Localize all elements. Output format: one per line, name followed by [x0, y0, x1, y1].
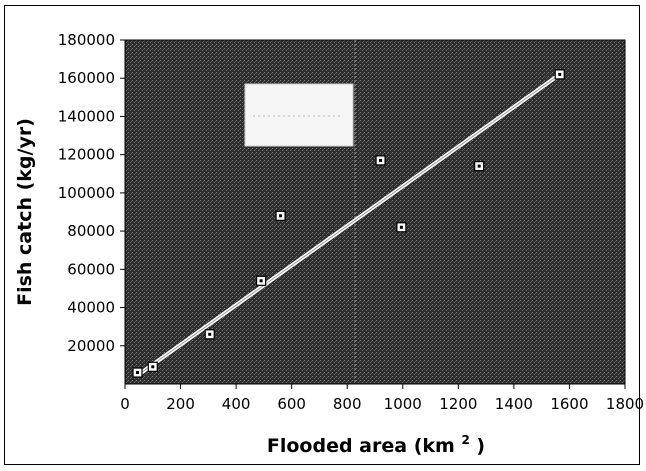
x-tick-label: 800 [333, 395, 362, 413]
data-point [554, 69, 565, 80]
x-tick-label: 0 [120, 395, 130, 413]
y-tick-label: 100000 [58, 184, 115, 202]
y-tick-label: 120000 [58, 146, 115, 164]
x-axis-title-suffix: ) [476, 435, 485, 457]
x-tick-label: 600 [277, 395, 306, 413]
data-point [256, 275, 267, 286]
x-tick-label: 1800 [606, 395, 644, 413]
data-point-center [379, 158, 383, 162]
y-tick-label: 20000 [67, 337, 115, 355]
y-tick-label: 160000 [58, 69, 115, 87]
y-tick-label: 180000 [58, 31, 115, 49]
x-tick-label: 1000 [384, 395, 422, 413]
trendline-core [135, 73, 561, 377]
x-tick-label: 1200 [439, 395, 477, 413]
y-axis-title: Fish catch (kg/yr) [14, 118, 36, 306]
data-point-center [136, 371, 139, 375]
data-point [375, 155, 386, 166]
marks-layer [132, 69, 565, 378]
y-tick-label: 40000 [67, 299, 115, 317]
y-tick-label: 60000 [67, 260, 115, 278]
data-point-center [151, 365, 155, 369]
x-tick-label: 1400 [495, 395, 533, 413]
data-point-center [279, 214, 283, 218]
legend-box [244, 83, 354, 147]
data-point-center [208, 332, 212, 336]
data-point-center [477, 164, 481, 168]
x-axis-title-superscript: 2 [461, 433, 469, 447]
data-point [275, 210, 286, 221]
data-point-center [259, 279, 263, 283]
data-point [147, 361, 158, 372]
data-point [474, 161, 485, 172]
data-point [204, 329, 215, 340]
x-axis-title: Flooded area (km 2 ) [267, 427, 485, 457]
data-point [132, 367, 143, 378]
ticks-layer: 0 200 400 600 800 1000 1200 1400 1600 1800 20000 40… [58, 31, 644, 413]
data-point-center [399, 225, 403, 229]
x-tick-label: 1600 [550, 395, 588, 413]
y-tick-label: 80000 [67, 222, 115, 240]
data-point [396, 222, 407, 233]
data-point-center [558, 72, 562, 76]
y-tick-label: 140000 [58, 107, 115, 125]
x-tick-label: 200 [166, 395, 195, 413]
x-axis-title-main: Flooded area (km [267, 435, 455, 457]
x-tick-label: 400 [222, 395, 251, 413]
